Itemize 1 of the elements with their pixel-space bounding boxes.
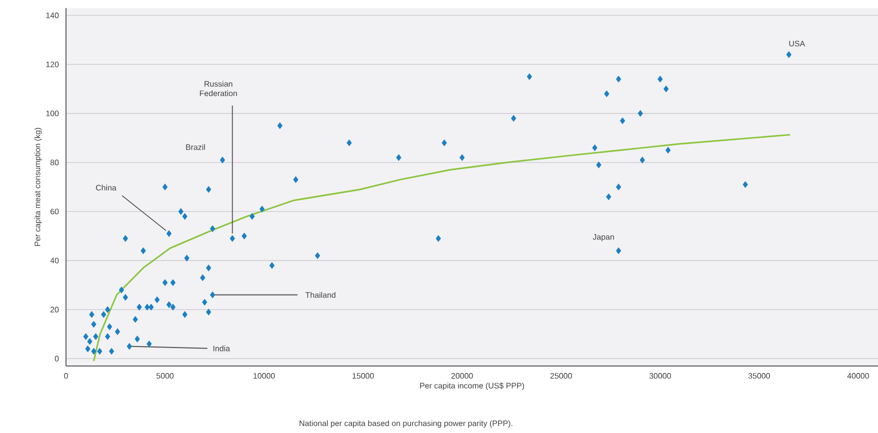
line-series (92, 134, 791, 362)
